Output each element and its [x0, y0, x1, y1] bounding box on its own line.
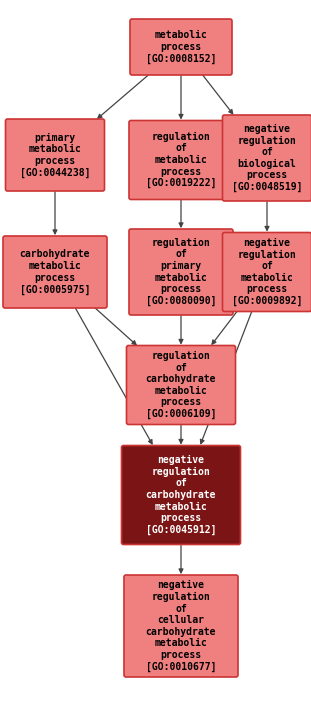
Text: metabolic
process
[GO:0008152]: metabolic process [GO:0008152]: [146, 30, 216, 63]
Text: primary
metabolic
process
[GO:0044238]: primary metabolic process [GO:0044238]: [20, 133, 90, 178]
FancyBboxPatch shape: [127, 346, 235, 424]
Text: carbohydrate
metabolic
process
[GO:0005975]: carbohydrate metabolic process [GO:00059…: [20, 250, 90, 294]
Text: negative
regulation
of
cellular
carbohydrate
metabolic
process
[GO:0010677]: negative regulation of cellular carbohyd…: [146, 580, 216, 672]
FancyBboxPatch shape: [222, 115, 311, 201]
FancyBboxPatch shape: [3, 236, 107, 308]
Text: negative
regulation
of
carbohydrate
metabolic
process
[GO:0045912]: negative regulation of carbohydrate meta…: [146, 455, 216, 535]
FancyBboxPatch shape: [222, 232, 311, 312]
Text: regulation
of
primary
metabolic
process
[GO:0080090]: regulation of primary metabolic process …: [146, 238, 216, 306]
Text: negative
regulation
of
biological
process
[GO:0048519]: negative regulation of biological proces…: [232, 124, 302, 193]
Text: regulation
of
carbohydrate
metabolic
process
[GO:0006109]: regulation of carbohydrate metabolic pro…: [146, 351, 216, 419]
FancyBboxPatch shape: [130, 19, 232, 75]
FancyBboxPatch shape: [129, 120, 233, 200]
Text: negative
regulation
of
metabolic
process
[GO:0009892]: negative regulation of metabolic process…: [232, 238, 302, 306]
FancyBboxPatch shape: [122, 446, 240, 545]
FancyBboxPatch shape: [129, 229, 233, 315]
FancyBboxPatch shape: [6, 119, 104, 191]
Text: regulation
of
metabolic
process
[GO:0019222]: regulation of metabolic process [GO:0019…: [146, 132, 216, 188]
FancyBboxPatch shape: [124, 575, 238, 677]
